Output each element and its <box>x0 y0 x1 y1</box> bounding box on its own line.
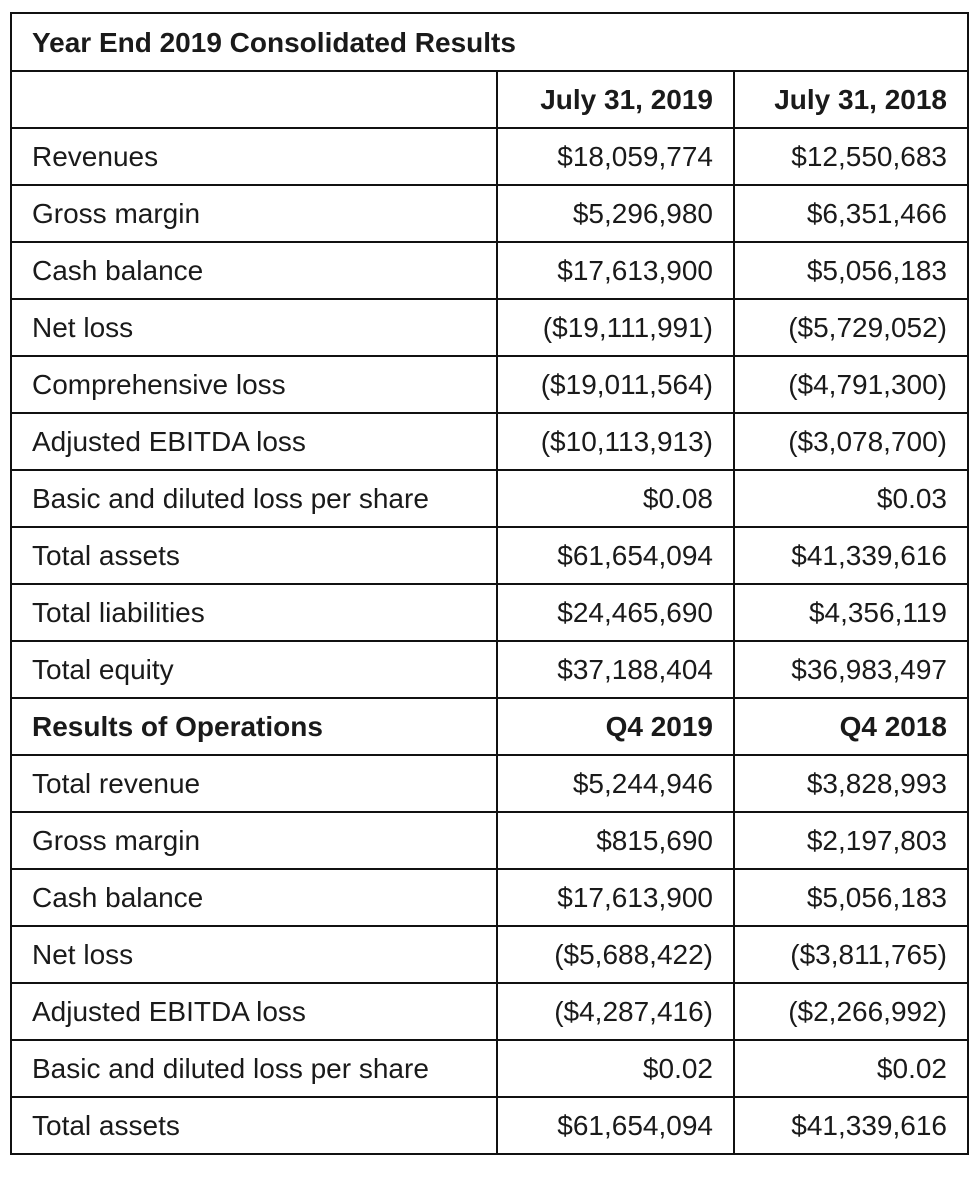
row-value-a: ($5,688,422) <box>496 925 735 984</box>
operations-header-row: Results of Operations Q4 2019 Q4 2018 <box>10 697 969 756</box>
row-label: Total revenue <box>10 754 498 813</box>
row-label: Cash balance <box>10 868 498 927</box>
row-value-a: ($10,113,913) <box>496 412 735 471</box>
table-row: Net loss ($5,688,422) ($3,811,765) <box>10 925 969 984</box>
row-value-b: $41,339,616 <box>733 526 969 585</box>
row-value-b: ($5,729,052) <box>733 298 969 357</box>
table-row: Total assets $61,654,094 $41,339,616 <box>10 1096 969 1155</box>
row-value-a: $17,613,900 <box>496 868 735 927</box>
table-row: Adjusted EBITDA loss ($10,113,913) ($3,0… <box>10 412 969 471</box>
table-row: Cash balance $17,613,900 $5,056,183 <box>10 241 969 300</box>
table-row: Revenues $18,059,774 $12,550,683 <box>10 127 969 186</box>
row-value-a: ($4,287,416) <box>496 982 735 1041</box>
row-value-b: $6,351,466 <box>733 184 969 243</box>
row-value-a: ($19,111,991) <box>496 298 735 357</box>
annual-header-col-a: July 31, 2019 <box>496 70 735 129</box>
row-value-b: $0.03 <box>733 469 969 528</box>
annual-header-col-b: July 31, 2018 <box>733 70 969 129</box>
row-label: Total assets <box>10 526 498 585</box>
row-label: Net loss <box>10 925 498 984</box>
table-row: Basic and diluted loss per share $0.02 $… <box>10 1039 969 1098</box>
row-value-b: ($4,791,300) <box>733 355 969 414</box>
operations-header-col-b: Q4 2018 <box>733 697 969 756</box>
row-value-b: $5,056,183 <box>733 241 969 300</box>
row-value-a: $61,654,094 <box>496 1096 735 1155</box>
row-value-b: $2,197,803 <box>733 811 969 870</box>
row-label: Adjusted EBITDA loss <box>10 982 498 1041</box>
row-value-b: $12,550,683 <box>733 127 969 186</box>
row-label: Total assets <box>10 1096 498 1155</box>
row-value-a: $5,296,980 <box>496 184 735 243</box>
row-value-a: $18,059,774 <box>496 127 735 186</box>
row-label: Gross margin <box>10 811 498 870</box>
row-value-b: $3,828,993 <box>733 754 969 813</box>
row-value-b: $4,356,119 <box>733 583 969 642</box>
table-title: Year End 2019 Consolidated Results <box>10 12 969 72</box>
table-title-row: Year End 2019 Consolidated Results <box>10 12 969 72</box>
results-table-container: Year End 2019 Consolidated Results July … <box>10 12 969 1155</box>
table-row: Adjusted EBITDA loss ($4,287,416) ($2,26… <box>10 982 969 1041</box>
row-value-b: ($3,078,700) <box>733 412 969 471</box>
row-label: Gross margin <box>10 184 498 243</box>
row-value-a: $815,690 <box>496 811 735 870</box>
row-label: Adjusted EBITDA loss <box>10 412 498 471</box>
row-label: Net loss <box>10 298 498 357</box>
row-label: Revenues <box>10 127 498 186</box>
row-value-a: ($19,011,564) <box>496 355 735 414</box>
row-label: Cash balance <box>10 241 498 300</box>
row-label: Basic and diluted loss per share <box>10 469 498 528</box>
row-value-b: $41,339,616 <box>733 1096 969 1155</box>
row-label: Basic and diluted loss per share <box>10 1039 498 1098</box>
table-row: Total liabilities $24,465,690 $4,356,119 <box>10 583 969 642</box>
row-value-a: $37,188,404 <box>496 640 735 699</box>
row-value-b: ($2,266,992) <box>733 982 969 1041</box>
operations-header-col-a: Q4 2019 <box>496 697 735 756</box>
annual-header-label <box>10 70 498 129</box>
table-row: Basic and diluted loss per share $0.08 $… <box>10 469 969 528</box>
row-value-a: $17,613,900 <box>496 241 735 300</box>
operations-header-label: Results of Operations <box>10 697 498 756</box>
table-row: Total assets $61,654,094 $41,339,616 <box>10 526 969 585</box>
table-row: Gross margin $5,296,980 $6,351,466 <box>10 184 969 243</box>
row-value-a: $24,465,690 <box>496 583 735 642</box>
row-label: Total equity <box>10 640 498 699</box>
row-value-a: $5,244,946 <box>496 754 735 813</box>
row-value-b: ($3,811,765) <box>733 925 969 984</box>
table-row: Comprehensive loss ($19,011,564) ($4,791… <box>10 355 969 414</box>
row-value-a: $0.08 <box>496 469 735 528</box>
row-value-b: $5,056,183 <box>733 868 969 927</box>
table-row: Net loss ($19,111,991) ($5,729,052) <box>10 298 969 357</box>
row-label: Total liabilities <box>10 583 498 642</box>
row-value-a: $61,654,094 <box>496 526 735 585</box>
row-value-b: $0.02 <box>733 1039 969 1098</box>
annual-header-row: July 31, 2019 July 31, 2018 <box>10 70 969 129</box>
table-row: Cash balance $17,613,900 $5,056,183 <box>10 868 969 927</box>
row-value-a: $0.02 <box>496 1039 735 1098</box>
table-row: Total equity $37,188,404 $36,983,497 <box>10 640 969 699</box>
row-label: Comprehensive loss <box>10 355 498 414</box>
table-row: Gross margin $815,690 $2,197,803 <box>10 811 969 870</box>
consolidated-results-table: Year End 2019 Consolidated Results July … <box>10 12 969 1155</box>
row-value-b: $36,983,497 <box>733 640 969 699</box>
table-row: Total revenue $5,244,946 $3,828,993 <box>10 754 969 813</box>
